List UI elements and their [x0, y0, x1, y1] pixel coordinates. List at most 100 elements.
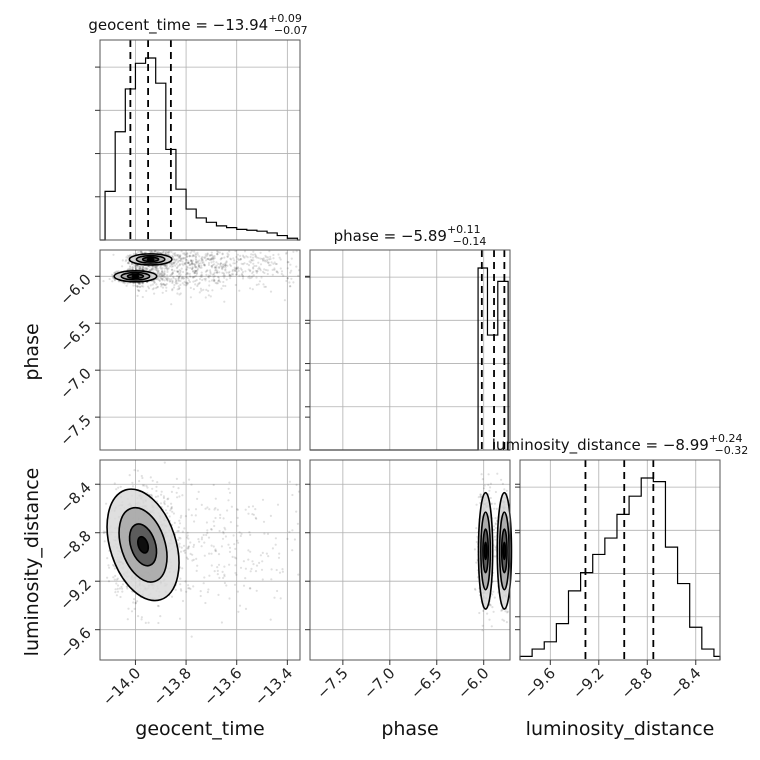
sample-point	[180, 589, 183, 592]
sample-point	[179, 577, 182, 580]
sample-point	[223, 300, 226, 303]
sample-point	[165, 277, 168, 280]
sample-point	[185, 253, 188, 256]
sample-point	[171, 279, 174, 282]
sample-point	[269, 290, 273, 293]
sample-point	[164, 264, 167, 267]
sample-point	[170, 502, 173, 505]
sample-point	[160, 493, 163, 496]
sample-point	[183, 549, 187, 552]
sample-point	[116, 590, 120, 593]
sample-point	[288, 480, 291, 483]
sample-point	[180, 546, 183, 549]
sample-point	[490, 625, 493, 628]
sample-point	[263, 285, 266, 288]
sample-point	[179, 270, 182, 273]
sample-point	[119, 595, 122, 599]
sample-point	[227, 499, 230, 502]
sample-point	[188, 478, 191, 481]
sample-point	[163, 274, 166, 277]
sample-point	[249, 533, 252, 537]
sample-point	[160, 272, 163, 276]
sample-point	[103, 540, 106, 543]
sample-point	[286, 261, 289, 264]
sample-point	[241, 277, 245, 280]
sample-point	[209, 254, 212, 257]
sample-point	[208, 284, 211, 287]
sample-point	[288, 530, 291, 534]
sample-point	[108, 566, 111, 569]
sample-point	[212, 520, 215, 523]
sample-point	[171, 255, 174, 258]
sample-point	[273, 596, 276, 599]
sample-point	[172, 286, 176, 289]
sample-point	[196, 260, 199, 263]
sample-point	[292, 281, 295, 284]
sample-point	[121, 259, 124, 262]
sample-point	[191, 254, 195, 257]
sample-point	[254, 255, 257, 258]
sample-point	[239, 258, 242, 261]
sample-point	[188, 275, 191, 278]
sample-point	[252, 274, 255, 277]
sample-point	[216, 271, 219, 274]
sample-point	[213, 257, 216, 260]
sample-point	[264, 268, 268, 272]
sample-point	[217, 563, 221, 566]
sample-point	[194, 514, 197, 517]
sample-point	[170, 263, 174, 266]
sample-point	[188, 254, 192, 257]
sample-point	[217, 593, 220, 597]
sample-point	[291, 529, 294, 532]
sample-point	[234, 269, 237, 272]
sample-point	[223, 575, 226, 578]
sample-point	[236, 257, 239, 260]
sample-point	[171, 288, 174, 291]
sample-point	[181, 257, 184, 260]
sample-point	[228, 597, 231, 600]
sample-point	[239, 254, 242, 257]
sample-point	[116, 577, 119, 580]
sample-point	[154, 265, 157, 268]
sample-point	[475, 503, 478, 506]
sample-point	[191, 255, 194, 258]
sample-point	[189, 259, 192, 262]
sample-point	[257, 256, 260, 260]
sample-point	[200, 271, 203, 274]
sample-point	[129, 266, 132, 269]
sample-point	[189, 552, 192, 556]
sample-point	[184, 256, 187, 260]
sample-point	[286, 267, 289, 270]
sample-point	[212, 275, 215, 279]
sample-point	[145, 268, 148, 271]
sample-point	[262, 520, 266, 523]
sample-point	[179, 583, 182, 586]
sample-point	[174, 264, 177, 267]
sample-point	[475, 561, 478, 564]
sample-point	[228, 491, 232, 494]
sample-point	[204, 507, 207, 510]
sample-point	[210, 544, 213, 547]
sample-point	[249, 270, 252, 273]
sample-point	[161, 291, 164, 294]
sample-point	[183, 527, 186, 530]
sample-point	[244, 508, 247, 511]
density-contour-geocent_time-phase-1-3	[131, 274, 140, 278]
sample-point	[223, 565, 226, 568]
sample-point	[203, 541, 206, 544]
sample-point	[163, 264, 166, 267]
sample-point	[285, 251, 288, 254]
sample-point	[166, 250, 169, 253]
sample-point	[276, 589, 279, 593]
sample-point	[197, 538, 200, 541]
sample-point	[163, 284, 166, 287]
sample-point	[202, 261, 205, 264]
sample-point	[235, 273, 238, 276]
sample-point	[211, 266, 214, 269]
sample-point	[132, 252, 135, 255]
sample-point	[179, 292, 182, 295]
sample-point	[160, 251, 163, 254]
sample-point	[178, 519, 181, 522]
sample-point	[168, 515, 171, 518]
sample-point	[178, 287, 181, 291]
